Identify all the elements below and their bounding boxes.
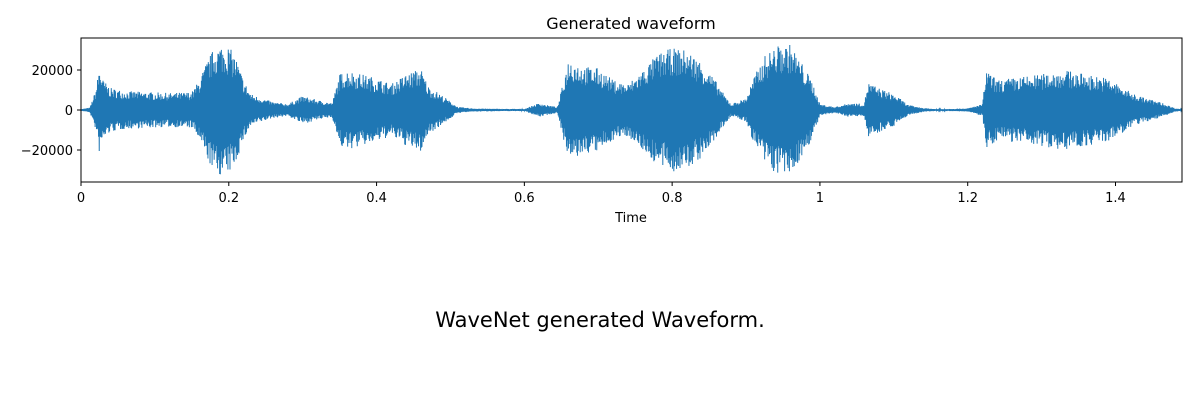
x-axis-label: Time	[614, 211, 647, 226]
y-tick-label: 0	[65, 104, 73, 119]
y-tick-label: −20000	[21, 144, 73, 159]
x-tick-label: 0.2	[218, 191, 239, 206]
waveform-chart: Generated waveform 0 0.2 0.4 0.6 0.8 1 1.2 1.4 …	[0, 0, 1200, 240]
x-tick-label: 0.4	[366, 191, 387, 206]
x-tick-label: 1.4	[1105, 191, 1126, 206]
figure-caption: WaveNet generated Waveform.	[0, 308, 1200, 332]
waveform-series	[81, 45, 1182, 174]
y-axis: 20000 0 −20000	[21, 64, 81, 159]
waveform-line	[81, 45, 1182, 174]
x-axis: 0 0.2 0.4 0.6 0.8 1 1.2 1.4	[77, 182, 1126, 206]
x-tick-label: 0.6	[514, 191, 535, 206]
x-tick-label: 0.8	[662, 191, 683, 206]
x-tick-label: 0	[77, 191, 85, 206]
y-tick-label: 20000	[32, 64, 73, 79]
x-tick-label: 1	[816, 191, 824, 206]
x-tick-label: 1.2	[957, 191, 978, 206]
chart-title: Generated waveform	[546, 14, 715, 33]
